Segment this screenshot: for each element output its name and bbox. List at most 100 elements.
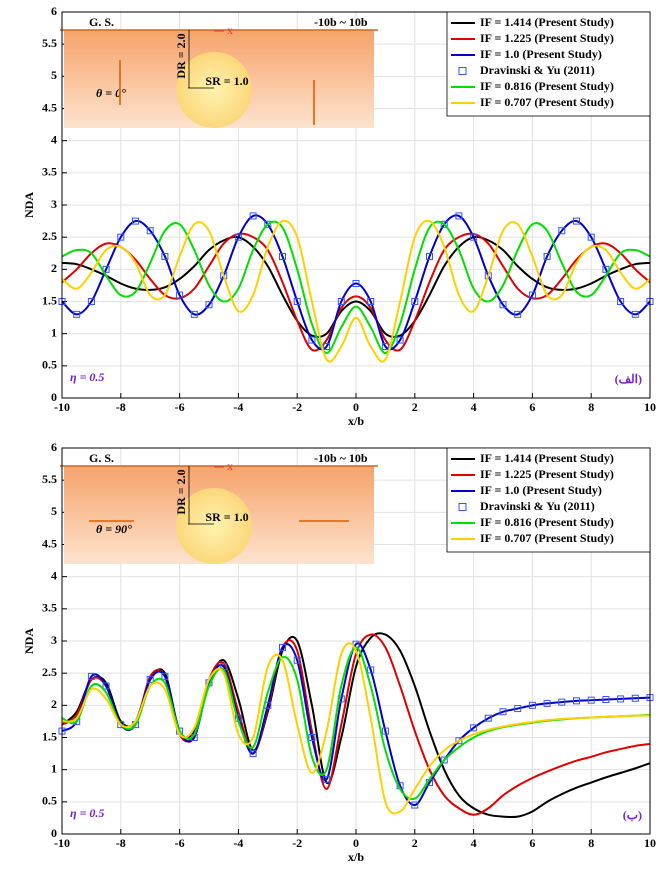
- data-marker: [631, 310, 639, 318]
- data-marker: [279, 643, 286, 651]
- x-tick-label: 6: [529, 836, 535, 850]
- inset-depth: DR = 2.0: [174, 33, 188, 78]
- data-marker: [367, 666, 375, 674]
- panel-label: (ب): [623, 808, 642, 822]
- x-tick-label: 4: [471, 836, 477, 850]
- data-marker: [249, 212, 257, 220]
- inset-radius: SR = 1.0: [205, 510, 248, 524]
- x-tick-label: 10: [644, 836, 656, 850]
- y-tick-label: 1.5: [42, 729, 57, 743]
- x-tick-label: -4: [233, 400, 243, 414]
- legend-box: [446, 11, 651, 117]
- annotation: η = 0.5: [70, 806, 104, 820]
- x-tick-label: 2: [412, 836, 418, 850]
- x-tick-label: -4: [233, 836, 243, 850]
- data-marker: [234, 233, 242, 241]
- data-marker: [132, 217, 139, 225]
- data-marker: [587, 233, 595, 241]
- legend-box: [446, 447, 651, 553]
- plot-frame: [61, 11, 651, 399]
- y-tick-label: 0: [51, 390, 57, 404]
- x-tick-label: 0: [353, 836, 359, 850]
- y-tick-label: 2: [51, 261, 57, 275]
- x-tick-label: -10: [54, 400, 70, 414]
- inset-axis: x: [227, 459, 233, 473]
- data-marker: [411, 298, 419, 305]
- y-tick-label: 0.5: [42, 794, 57, 808]
- data-marker: [102, 682, 110, 690]
- data-marker: [617, 298, 625, 305]
- y-tick-label: 5: [51, 68, 57, 82]
- x-tick-label: 6: [529, 400, 535, 414]
- data-marker: [279, 252, 286, 260]
- data-marker: [484, 714, 492, 722]
- data-marker: [573, 697, 580, 705]
- inset-range: -10b ~ 10b: [314, 15, 368, 29]
- data-marker: [455, 737, 463, 745]
- y-axis-label: NDA: [22, 628, 36, 654]
- data-marker: [87, 672, 95, 680]
- y-axis-label: NDA: [22, 192, 36, 218]
- data-marker: [455, 212, 463, 220]
- data-marker: [426, 252, 433, 260]
- y-tick-label: 6: [51, 4, 57, 18]
- x-tick-label: -6: [175, 400, 185, 414]
- inset-angle: θ = 90°: [96, 522, 132, 536]
- x-tick-label: -2: [292, 836, 302, 850]
- y-tick-label: 0: [51, 826, 57, 840]
- x-tick-label: -2: [292, 400, 302, 414]
- y-tick-label: 2: [51, 697, 57, 711]
- data-line: [61, 220, 651, 354]
- inset-radius: SR = 1.0: [205, 74, 248, 88]
- data-marker: [205, 301, 213, 309]
- data-marker: [308, 734, 316, 741]
- data-marker: [573, 217, 580, 225]
- data-marker: [631, 694, 639, 702]
- y-tick-label: 6: [51, 440, 57, 454]
- data-marker: [381, 343, 389, 351]
- legend-marker: [458, 67, 467, 75]
- data-marker: [264, 220, 272, 228]
- y-tick-label: 5: [51, 504, 57, 518]
- x-tick-label: 8: [588, 836, 594, 850]
- data-marker: [337, 298, 345, 305]
- data-marker: [440, 756, 448, 764]
- data-marker: [117, 233, 125, 241]
- data-marker: [558, 227, 566, 235]
- inset-range: -10b ~ 10b: [314, 451, 368, 465]
- legend-label: IF = 1.414 (Present Study): [480, 15, 614, 29]
- inset-angle: θ = 0°: [96, 86, 126, 100]
- data-marker: [323, 775, 331, 783]
- data-marker: [293, 298, 301, 305]
- data-marker: [558, 698, 566, 706]
- legend-label: IF = 1.225 (Present Study): [480, 467, 614, 481]
- data-marker: [87, 298, 95, 305]
- legend-label: IF = 0.707 (Present Study): [480, 531, 614, 545]
- data-marker: [514, 705, 522, 713]
- data-line: [61, 219, 651, 363]
- legend-marker: [458, 503, 467, 511]
- data-marker: [543, 252, 551, 260]
- x-tick-label: 10: [644, 400, 656, 414]
- legend-label: Dravinski & Yu (2011): [480, 63, 595, 77]
- data-marker: [146, 227, 154, 235]
- data-marker: [117, 721, 125, 729]
- data-marker: [176, 291, 184, 299]
- inset-ground: G. S.: [89, 451, 114, 465]
- x-tick-label: 2: [412, 400, 418, 414]
- y-tick-label: 3: [51, 197, 57, 211]
- y-tick-label: 5.5: [42, 36, 57, 50]
- y-tick-label: 4.5: [42, 100, 57, 114]
- y-tick-label: 2.5: [42, 665, 57, 679]
- y-tick-label: 1: [51, 325, 57, 339]
- data-marker: [499, 708, 507, 716]
- data-marker: [514, 310, 522, 318]
- data-marker: [146, 676, 154, 684]
- data-marker: [161, 252, 169, 260]
- data-marker: [617, 695, 625, 703]
- x-tick-label: -10: [54, 836, 70, 850]
- data-marker: [308, 336, 316, 344]
- data-marker: [396, 336, 404, 344]
- y-tick-label: 0.5: [42, 358, 57, 372]
